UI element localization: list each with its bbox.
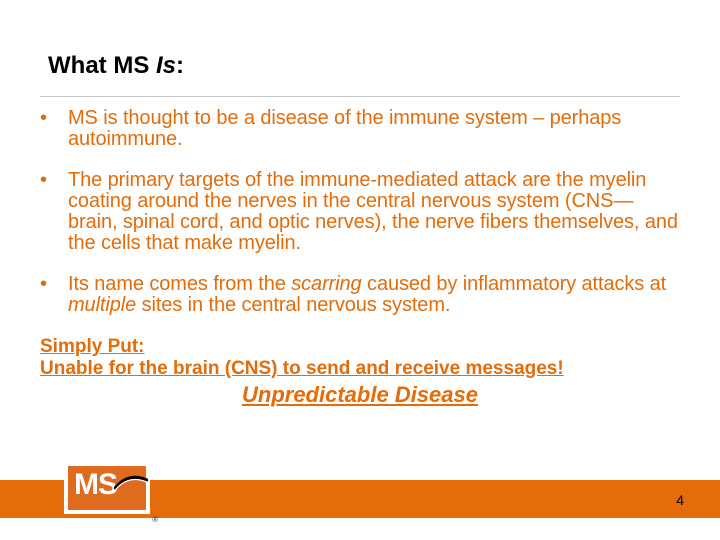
bullet-item: • Its name comes from the scarring cause…: [40, 274, 680, 316]
bullet-text: MS is thought to be a disease of the imm…: [68, 108, 680, 150]
bullet-text-part: sites in the central nervous system.: [136, 294, 450, 316]
bullet-marker: •: [40, 170, 68, 191]
bullet-marker: •: [40, 274, 68, 295]
registered-mark: ®: [152, 515, 158, 524]
bullet-item: • The primary targets of the immune-medi…: [40, 170, 680, 254]
summary-line-1: Simply Put:: [40, 336, 680, 358]
logo-text: MS: [74, 468, 117, 502]
bullet-marker: •: [40, 108, 68, 129]
bullet-text-part: caused by inflammatory attacks at: [362, 273, 667, 295]
bullet-text-part-italic: multiple: [68, 294, 136, 316]
content-area: • MS is thought to be a disease of the i…: [40, 108, 680, 408]
slide-title: What MS Is:: [48, 52, 672, 80]
tagline: Unpredictable Disease: [40, 382, 680, 408]
summary-line-2: Unable for the brain (CNS) to send and r…: [40, 358, 680, 380]
bullet-text: Its name comes from the scarring caused …: [68, 274, 680, 316]
ms-logo: MS ®: [64, 462, 150, 514]
title-emph: Is: [156, 52, 176, 79]
bullet-text-part-italic: scarring: [291, 273, 361, 295]
bullet-text-part: Its name comes from the: [68, 273, 291, 295]
logo-swoosh-icon: [114, 474, 148, 496]
title-prefix: What MS: [48, 52, 156, 79]
title-suffix: :: [176, 52, 184, 79]
summary-block: Simply Put: Unable for the brain (CNS) t…: [40, 336, 680, 380]
slide: What MS Is: • MS is thought to be a dise…: [0, 0, 720, 540]
bullet-text: The primary targets of the immune-mediat…: [68, 170, 680, 254]
page-number: 4: [676, 492, 684, 508]
title-rule: [40, 96, 680, 97]
bullet-item: • MS is thought to be a disease of the i…: [40, 108, 680, 150]
title-row: What MS Is:: [48, 52, 672, 80]
